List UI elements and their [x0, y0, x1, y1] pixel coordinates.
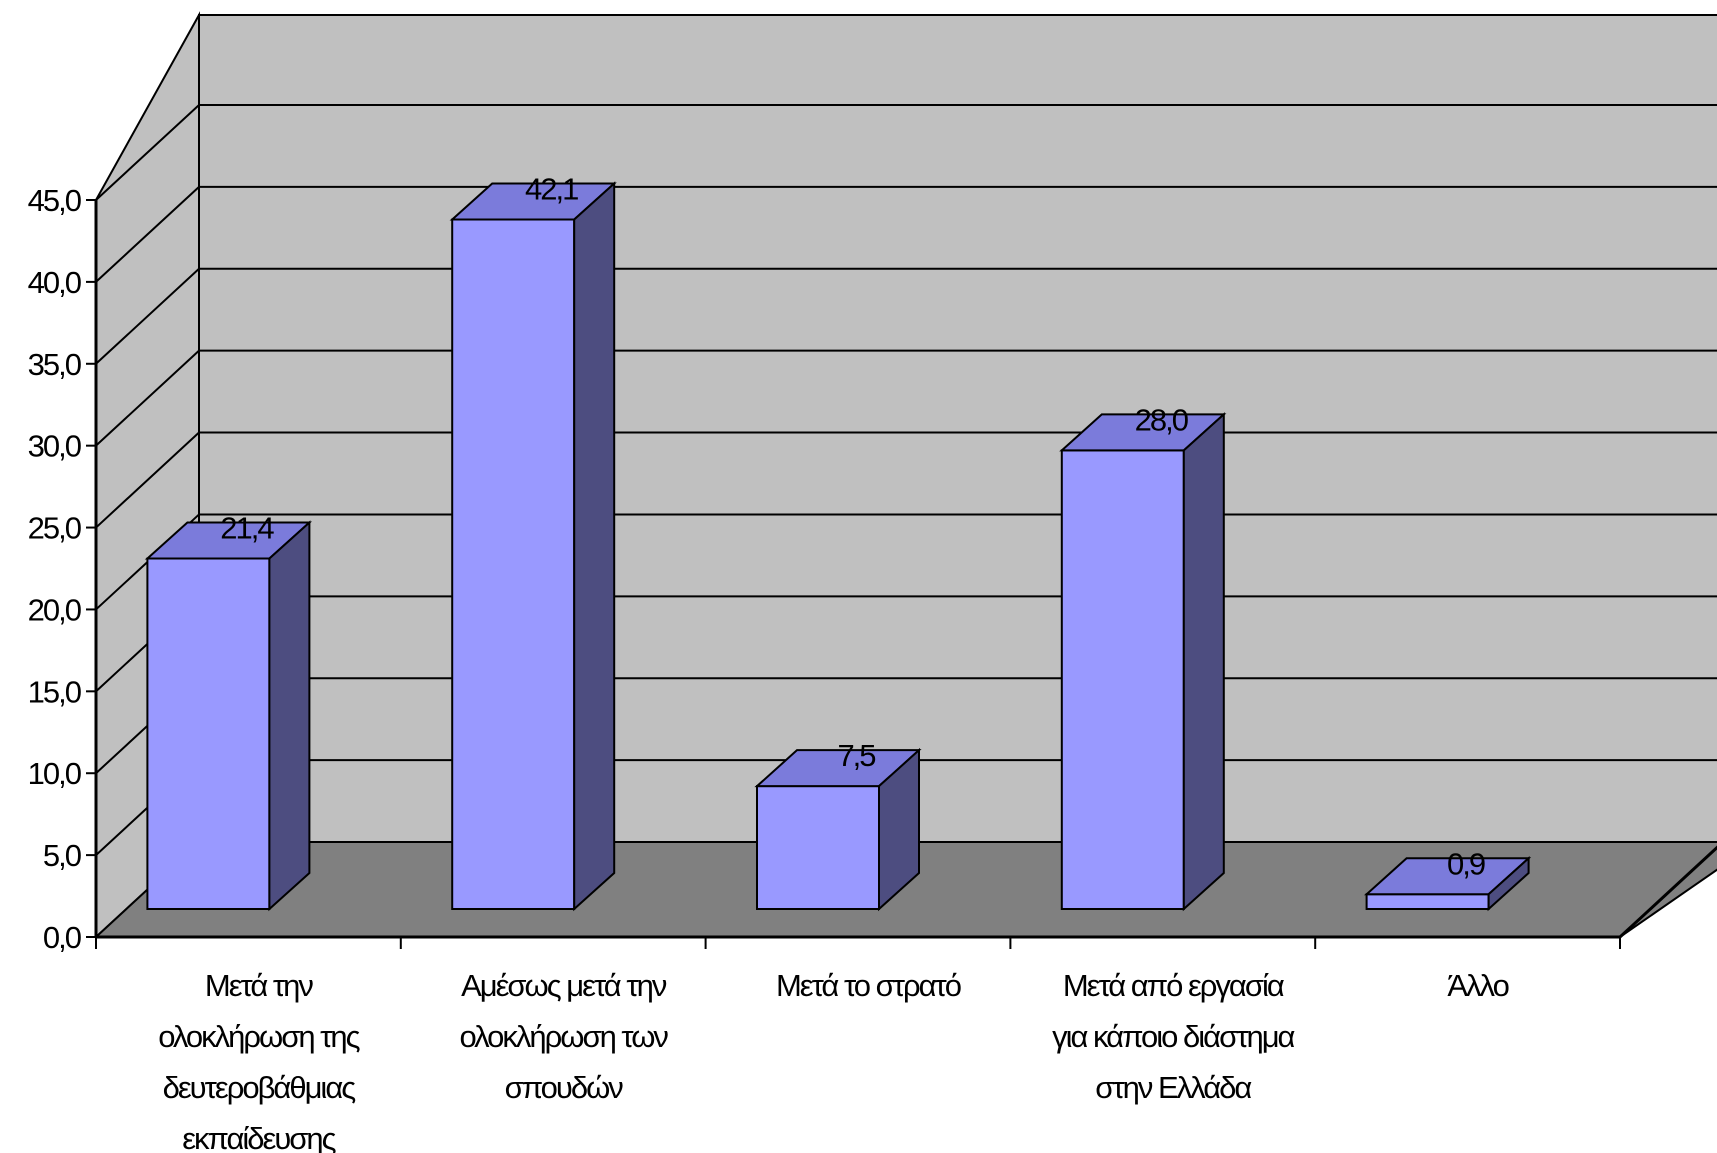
bar-side — [878, 747, 920, 912]
x-category-label-line: ολοκλήρωση των — [459, 1019, 668, 1054]
back-wall — [198, 14, 1717, 843]
y-tick-label: 35,0 — [28, 347, 82, 382]
bar-front — [146, 557, 271, 910]
bar-side — [1487, 856, 1530, 912]
data-labels: 21,4 42,1 7,5 28,0 0,9 — [220, 171, 1487, 881]
y-tick-label: 0,0 — [43, 920, 82, 955]
y-tick-label: 40,0 — [28, 265, 82, 300]
x-category-label: Αμέσως μετά την ολοκλήρωση των σπουδών — [459, 968, 670, 1105]
x-category-label-line: Άλλο — [1447, 968, 1508, 1003]
x-category-label-line: για κάποιο διάστημα — [1052, 1019, 1295, 1054]
x-category-label: Μετά το στρατό — [776, 968, 963, 1003]
gridline — [95, 431, 1717, 529]
x-category-label-line: εκπαίδευσης — [182, 1121, 335, 1153]
x-category-label-line: Μετά το στρατό — [776, 968, 961, 1003]
y-tick-label: 25,0 — [28, 511, 82, 546]
x-category-label: Άλλο — [1447, 968, 1510, 1003]
data-label: 7,5 — [837, 738, 875, 773]
data-label: 42,1 — [525, 171, 578, 206]
x-category-label: Μετά την ολοκλήρωση της δευτεροβάθμιας εκπα… — [158, 968, 361, 1153]
bars — [144, 181, 1532, 912]
gridline — [95, 349, 1717, 447]
gridline — [95, 513, 1717, 611]
y-tick-label: 10,0 — [28, 756, 82, 791]
x-category-label-line: Μετά την — [205, 968, 313, 1003]
bar-side — [268, 520, 311, 912]
x-category-label-line: Μετά από εργασία — [1063, 968, 1285, 1003]
bar-side — [573, 181, 616, 912]
gridline — [95, 104, 1717, 201]
x-axis-category-labels: Μετά την ολοκλήρωση της δευτεροβάθμιας εκπα… — [158, 968, 1510, 1153]
bar-side — [1182, 412, 1225, 912]
bar-front — [451, 218, 576, 910]
x-category-label-line: σπουδών — [505, 1070, 624, 1105]
bar-front — [1365, 893, 1490, 910]
floor-edge — [1618, 845, 1717, 939]
x-category-label-line: δευτεροβάθμιας — [163, 1070, 356, 1105]
y-tick-label: 5,0 — [43, 838, 82, 873]
x-category-label-line: στην Ελλάδα — [1095, 1070, 1252, 1105]
bar-front — [756, 785, 880, 910]
y-tick-label: 45,0 — [28, 183, 82, 218]
y-tick-label: 15,0 — [28, 674, 82, 709]
gridline — [95, 185, 1717, 283]
axes — [86, 199, 1717, 949]
data-label: 28,0 — [1135, 402, 1189, 437]
x-category-label-line: Αμέσως μετά την — [461, 968, 667, 1003]
y-tick-label: 20,0 — [28, 592, 82, 627]
x-category-label: Μετά από εργασία για κάποιο διάστημα στην … — [1052, 968, 1297, 1105]
y-axis-tick-labels: 0,0 5,0 10,0 15,0 20,0 25,0 30,0 35,0 40,0 45,0 — [28, 183, 84, 955]
bar-front — [1060, 449, 1185, 910]
data-label: 0,9 — [1447, 846, 1485, 881]
gridline — [95, 267, 1717, 365]
x-category-label-line: ολοκλήρωση της — [158, 1019, 359, 1054]
y-tick-label: 30,0 — [28, 429, 82, 464]
data-label: 21,4 — [220, 511, 274, 546]
